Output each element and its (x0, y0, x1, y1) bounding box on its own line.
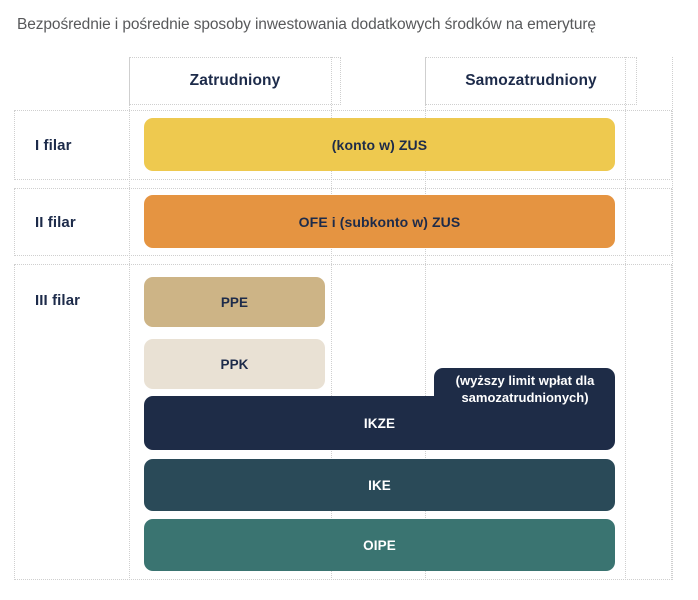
row-pillar-2: II filar (14, 188, 672, 256)
column-guide-5 (672, 57, 673, 580)
bar-ikze-main (144, 396, 615, 450)
bar-ike: IKE (144, 459, 615, 511)
column-header-self-employed: Samozatrudniony (425, 57, 637, 105)
bar-ppk-label: PPK (220, 356, 249, 372)
bar-ofe: OFE i (subkonto w) ZUS (144, 195, 615, 248)
row-pillar-1-label: I filar (35, 137, 72, 154)
column-guide-2 (331, 57, 332, 580)
bar-ofe-label: OFE i (subkonto w) ZUS (298, 213, 461, 230)
column-guide-4 (625, 57, 626, 580)
column-header-employed-label: Zatrudniony (189, 72, 281, 89)
bar-ikze: (wyższy limit wpłat dla samozatrudnionyc… (144, 368, 615, 450)
row-pillar-3: III filar (14, 264, 672, 580)
bar-ppk: PPK (144, 339, 325, 389)
column-guide-1 (129, 57, 130, 580)
row-pillar-3-label: III filar (35, 292, 81, 309)
column-header-employed: Zatrudniony (129, 57, 341, 105)
bar-ppe: PPE (144, 277, 325, 327)
bar-ppe-label: PPE (220, 294, 249, 310)
chart-title: Bezpośrednie i pośrednie sposoby inwesto… (17, 16, 596, 33)
bar-oipe-label: OIPE (363, 537, 396, 553)
column-guide-3 (425, 57, 426, 580)
bar-ike-label: IKE (368, 477, 391, 493)
bar-zus-label: (konto w) ZUS (331, 136, 428, 153)
bar-oipe: OIPE (144, 519, 615, 571)
row-pillar-1: I filar (14, 110, 672, 180)
bar-ikze-annotation: (wyższy limit wpłat dla samozatrudnionyc… (455, 373, 595, 405)
bar-zus: (konto w) ZUS (144, 118, 615, 171)
bar-ikze-label: IKZE (363, 415, 396, 431)
column-header-self-employed-label: Samozatrudniony (465, 72, 597, 89)
row-pillar-2-label: II filar (35, 214, 76, 231)
